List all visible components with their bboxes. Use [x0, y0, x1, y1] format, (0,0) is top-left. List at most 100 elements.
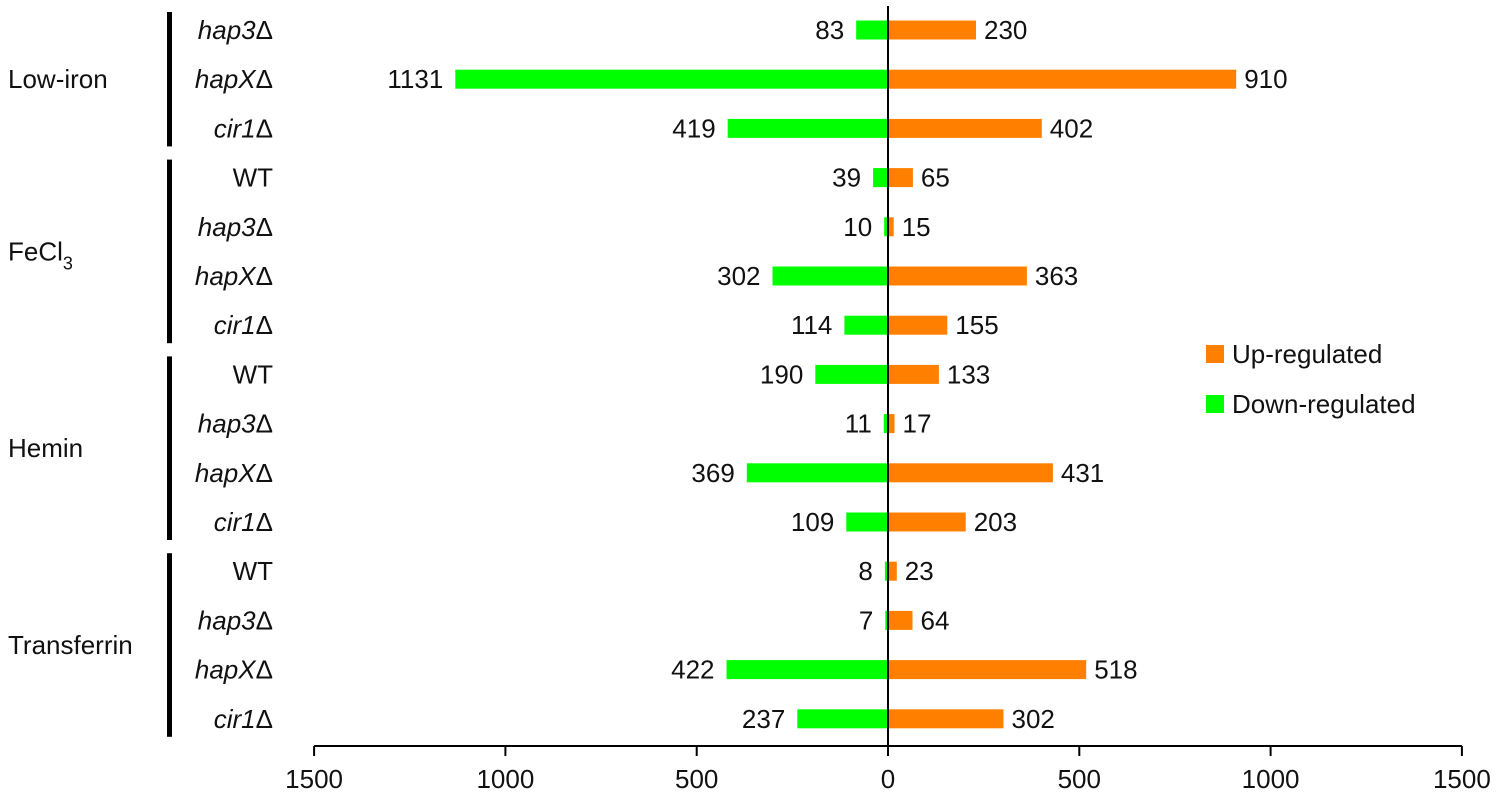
- data-label-down: 39: [832, 163, 861, 193]
- bar-up: [888, 660, 1087, 680]
- legend-swatch: [1206, 395, 1224, 413]
- bar-down: [885, 610, 888, 630]
- category-label-delta: Δ: [256, 409, 273, 439]
- bar-down: [856, 20, 888, 40]
- group-bracket: [167, 12, 172, 147]
- category-label: hap3Δ: [198, 409, 273, 439]
- data-label-up: 910: [1244, 64, 1287, 94]
- group-label-subscript: 3: [63, 253, 73, 273]
- category-label: WT: [233, 163, 274, 193]
- category-label: cir1Δ: [214, 310, 273, 340]
- data-label-up: 230: [984, 15, 1027, 45]
- data-label-down: 237: [742, 704, 785, 734]
- category-label: hap3Δ: [198, 212, 273, 242]
- bar-up: [888, 118, 1042, 138]
- bar-up: [888, 20, 976, 40]
- x-tick-label: 0: [881, 764, 895, 794]
- category-label-name: hapX: [195, 458, 257, 488]
- x-tick-label: 1500: [285, 764, 343, 794]
- data-label-down: 422: [671, 655, 714, 685]
- data-label-up: 23: [905, 556, 934, 586]
- bar-up: [888, 709, 1004, 729]
- data-label-up: 15: [902, 212, 931, 242]
- category-label-name: WT: [233, 163, 274, 193]
- bar-down: [772, 266, 888, 286]
- category-label-delta: Δ: [256, 64, 273, 94]
- legend-label: Down-regulated: [1232, 389, 1416, 419]
- category-label-name: hapX: [195, 261, 257, 291]
- group-bracket: [167, 159, 172, 344]
- category-label-delta: Δ: [256, 310, 273, 340]
- category-label: hap3Δ: [198, 15, 273, 45]
- category-label-name: WT: [233, 359, 274, 389]
- category-label: WT: [233, 556, 274, 586]
- category-label: hap3Δ: [198, 605, 273, 635]
- group-label: Low-iron: [8, 64, 108, 94]
- category-label: cir1Δ: [214, 507, 273, 537]
- x-tick-label: 1000: [1242, 764, 1300, 794]
- data-label-up: 133: [947, 359, 990, 389]
- bar-down: [746, 463, 888, 483]
- bar-up: [888, 414, 895, 434]
- bar-down: [844, 315, 888, 335]
- data-label-down: 11: [845, 409, 872, 439]
- group-label: Transferrin: [8, 630, 133, 660]
- category-label-name: hap3: [198, 409, 256, 439]
- category-label-delta: Δ: [256, 212, 273, 242]
- category-label-name: cir1: [214, 704, 256, 734]
- data-label-up: 402: [1050, 113, 1093, 143]
- bar-down: [873, 168, 888, 188]
- data-label-down: 419: [672, 113, 715, 143]
- data-label-up: 155: [955, 310, 998, 340]
- bar-up: [888, 315, 948, 335]
- bar-up: [888, 561, 897, 581]
- category-label: hapXΔ: [195, 458, 273, 488]
- legend-label: Up-regulated: [1232, 339, 1382, 369]
- group-label: FeCl3: [8, 236, 73, 273]
- data-label-up: 203: [974, 507, 1017, 537]
- category-label-name: hap3: [198, 212, 256, 242]
- category-label-name: hap3: [198, 605, 256, 635]
- category-label: cir1Δ: [214, 113, 273, 143]
- data-label-down: 302: [717, 261, 760, 291]
- data-label-up: 17: [903, 409, 932, 439]
- legend-swatch: [1206, 345, 1224, 363]
- category-label-name: hapX: [195, 64, 257, 94]
- category-label: WT: [233, 359, 274, 389]
- bar-down: [797, 709, 888, 729]
- x-tick-label: 1500: [1433, 764, 1491, 794]
- category-label-delta: Δ: [256, 458, 273, 488]
- bar-up: [888, 512, 966, 532]
- data-label-up: 431: [1061, 458, 1104, 488]
- data-label-down: 83: [815, 15, 844, 45]
- group-bracket: [167, 356, 172, 540]
- group-bracket: [167, 553, 172, 737]
- data-label-down: 114: [791, 310, 832, 340]
- category-label-delta: Δ: [256, 261, 273, 291]
- data-label-down: 369: [691, 458, 734, 488]
- bar-down: [455, 69, 888, 89]
- bar-up: [888, 266, 1027, 286]
- bar-up: [888, 364, 939, 384]
- category-label-name: cir1: [214, 310, 256, 340]
- category-label-name: WT: [233, 556, 274, 586]
- group-label: Hemin: [8, 433, 83, 463]
- data-label-down: 7: [859, 605, 873, 635]
- category-label-delta: Δ: [256, 655, 273, 685]
- data-label-up: 65: [921, 163, 950, 193]
- bar-down: [884, 561, 888, 581]
- category-label-name: hapX: [195, 655, 257, 685]
- bar-down: [815, 364, 888, 384]
- category-label: cir1Δ: [214, 704, 273, 734]
- data-label-up: 64: [921, 605, 950, 635]
- category-label-delta: Δ: [256, 704, 273, 734]
- x-tick-label: 1000: [476, 764, 534, 794]
- data-label-down: 190: [760, 359, 803, 389]
- bar-up: [888, 463, 1053, 483]
- category-label: hapXΔ: [195, 655, 273, 685]
- data-label-down: 109: [791, 507, 834, 537]
- data-label-up: 302: [1012, 704, 1055, 734]
- data-label-up: 363: [1035, 261, 1078, 291]
